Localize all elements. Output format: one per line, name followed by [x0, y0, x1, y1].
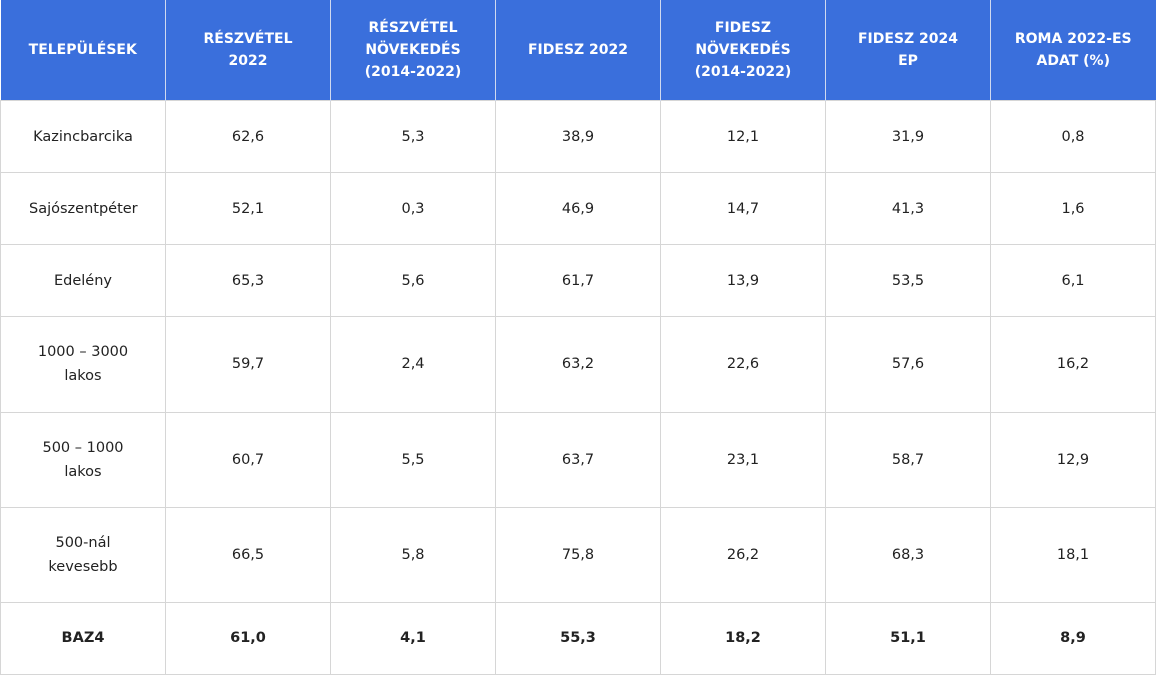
table-cell: 4,1: [330, 601, 496, 675]
table-row: 500 – 1000 lakos 60,7 5,5 63,7 23,1 58,7 12,9: [0, 411, 1156, 508]
table-cell: 66,5: [165, 506, 331, 603]
column-header: FIDESZ NÖVEKEDÉS (2014-2022): [660, 0, 826, 101]
column-header: RÉSZVÉTEL 2022: [165, 0, 331, 101]
table-row: Sajószentpéter 52,1 0,3 46,9 14,7 41,3 1,6: [0, 172, 1156, 246]
table-row: 1000 – 3000 lakos 59,7 2,4 63,2 22,6 57,6 16,2: [0, 316, 1156, 413]
row-label: Edelény: [0, 244, 166, 318]
row-label: 1000 – 3000 lakos: [0, 316, 166, 413]
table-cell: 5,8: [330, 506, 496, 603]
table-cell: 60,7: [165, 411, 331, 508]
table-cell: 68,3: [825, 506, 991, 603]
table-cell: 61,7: [495, 244, 661, 318]
table-cell: 62,6: [165, 99, 331, 174]
table-row: BAZ4 61,0 4,1 55,3 18,2 51,1 8,9: [0, 601, 1156, 675]
table-cell: 1,6: [990, 172, 1156, 246]
table-cell: 46,9: [495, 172, 661, 246]
column-header: FIDESZ 2022: [495, 0, 661, 101]
column-header: ROMA 2022-ES ADAT (%): [990, 0, 1156, 101]
table-cell: 14,7: [660, 172, 826, 246]
header-row: TELEPÜLÉSEK RÉSZVÉTEL 2022 RÉSZVÉTEL NÖVEK…: [0, 0, 1156, 101]
table-cell: 5,6: [330, 244, 496, 318]
table-cell: 75,8: [495, 506, 661, 603]
row-label: BAZ4: [0, 601, 166, 675]
table-cell: 5,5: [330, 411, 496, 508]
table-row: 500-nál kevesebb 66,5 5,8 75,8 26,2 68,3 18,1: [0, 506, 1156, 603]
column-header: RÉSZVÉTEL NÖVEKEDÉS (2014-2022): [330, 0, 496, 101]
table-cell: 5,3: [330, 99, 496, 174]
table-cell: 59,7: [165, 316, 331, 413]
table-cell: 18,1: [990, 506, 1156, 603]
row-label: 500 – 1000 lakos: [0, 411, 166, 508]
table-body: Kazincbarcika 62,6 5,3 38,9 12,1 31,9 0,8 Sajós…: [0, 99, 1156, 675]
table-cell: 13,9: [660, 244, 826, 318]
row-label: Sajószentpéter: [0, 172, 166, 246]
table-cell: 8,9: [990, 601, 1156, 675]
table-cell: 22,6: [660, 316, 826, 413]
table-cell: 63,2: [495, 316, 661, 413]
table-cell: 16,2: [990, 316, 1156, 413]
table-cell: 57,6: [825, 316, 991, 413]
table-row: Edelény 65,3 5,6 61,7 13,9 53,5 6,1: [0, 244, 1156, 318]
table-cell: 63,7: [495, 411, 661, 508]
table-cell: 55,3: [495, 601, 661, 675]
row-label: Kazincbarcika: [0, 99, 166, 174]
table-cell: 53,5: [825, 244, 991, 318]
table-cell: 12,1: [660, 99, 826, 174]
table-cell: 0,3: [330, 172, 496, 246]
column-header: TELEPÜLÉSEK: [0, 0, 166, 101]
column-header: FIDESZ 2024 EP: [825, 0, 991, 101]
row-label: 500-nál kevesebb: [0, 506, 166, 603]
table-cell: 26,2: [660, 506, 826, 603]
table-cell: 41,3: [825, 172, 991, 246]
table-cell: 58,7: [825, 411, 991, 508]
table-cell: 38,9: [495, 99, 661, 174]
table-cell: 51,1: [825, 601, 991, 675]
table-cell: 6,1: [990, 244, 1156, 318]
table-cell: 61,0: [165, 601, 331, 675]
table-cell: 2,4: [330, 316, 496, 413]
table-cell: 12,9: [990, 411, 1156, 508]
table-cell: 0,8: [990, 99, 1156, 174]
table-cell: 52,1: [165, 172, 331, 246]
table-cell: 23,1: [660, 411, 826, 508]
table-cell: 31,9: [825, 99, 991, 174]
table-cell: 65,3: [165, 244, 331, 318]
table-cell: 18,2: [660, 601, 826, 675]
table-row: Kazincbarcika 62,6 5,3 38,9 12,1 31,9 0,8: [0, 99, 1156, 174]
table-header: TELEPÜLÉSEK RÉSZVÉTEL 2022 RÉSZVÉTEL NÖVEK…: [0, 0, 1156, 101]
